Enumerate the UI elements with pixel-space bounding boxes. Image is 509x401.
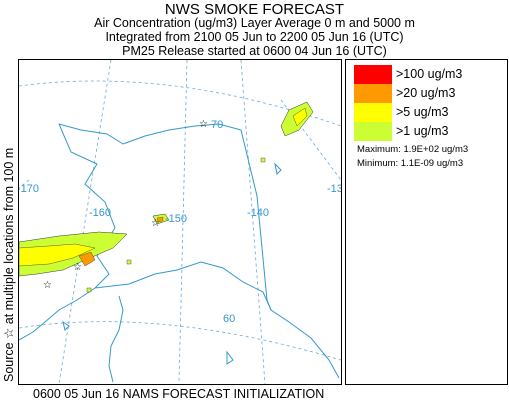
map-title: NWS SMOKE FORECAST: [164, 1, 345, 18]
plume-west-gt20: [78, 251, 96, 267]
legend-swatch: [354, 65, 392, 84]
lon-label-150: -150: [165, 213, 187, 225]
island-a: [274, 162, 282, 176]
meridian-170: [18, 179, 30, 189]
legend-item-gt20: >20 ug/m3: [354, 84, 504, 103]
lon-label-170: -170: [19, 183, 39, 195]
lon-label-160: -160: [89, 207, 111, 219]
star-icon: ☆: [199, 119, 208, 130]
north-coast: [58, 123, 242, 145]
meridian-160: [58, 59, 112, 385]
map-canvas: ☆ ☆ ☆ ☆ -170 -160 -150 -140 -130 70 60: [17, 59, 349, 385]
island-b: [226, 350, 234, 365]
legend-label: >100 ug/m3: [396, 67, 463, 81]
integration-period: Integrated from 2100 05 Jun to 2200 05 J…: [105, 30, 404, 44]
star-icon: ☆: [73, 262, 82, 273]
plume-small-c: [86, 287, 92, 293]
lat-label-60: 60: [223, 313, 235, 325]
plume-northeast-gt5: [292, 107, 308, 127]
west-coast: [58, 123, 116, 289]
latitude-line-60: [18, 321, 342, 361]
lat-label-70: 70: [211, 119, 223, 131]
meridian-150: [178, 59, 188, 385]
legend-label: >20 ug/m3: [396, 86, 456, 100]
legend-swatch: [354, 84, 392, 103]
source-markers: ☆ ☆ ☆ ☆: [43, 119, 208, 291]
smoke-map[interactable]: ☆ ☆ ☆ ☆ -170 -160 -150 -140 -130 70 60: [17, 59, 349, 385]
plume-small-a: [260, 157, 266, 163]
legend-swatch: [354, 103, 392, 122]
graticule-labels: -170 -160 -150 -140 -130 70 60: [17, 119, 349, 325]
legend-item-gt5: >5 ug/m3: [354, 103, 504, 122]
source-side-label: Source ☆ at multiple locations from 100 …: [0, 59, 18, 385]
lon-label-140: -140: [247, 207, 269, 219]
gulf-coast: [94, 261, 340, 379]
lon-label-130: -130: [327, 183, 341, 195]
island-c: [62, 320, 70, 331]
legend-swatch: [354, 122, 392, 141]
legend-label: >5 ug/m3: [396, 105, 449, 119]
plume-small-b: [126, 259, 132, 265]
meridian-140: [240, 59, 266, 385]
star-icon: ☆: [151, 218, 160, 229]
release-start: PM25 Release started at 0600 04 Jun 16 (…: [122, 44, 387, 58]
legend-item-gt100: >100 ug/m3: [354, 65, 504, 84]
kenai-coast: [108, 295, 124, 383]
smoke-plumes: [18, 101, 314, 293]
maximum-value: Maximum: 1.9E+02 ug/m3: [357, 144, 469, 155]
coastline: [18, 123, 340, 383]
plume-west-gt5: [18, 243, 96, 267]
concentration-subtitle: Air Concentration (ug/m3) Layer Average …: [94, 16, 415, 30]
alaska-peninsula: [18, 287, 96, 341]
plume-central-gt20: [156, 216, 164, 223]
legend-label: >1 ug/m3: [396, 124, 449, 138]
meridian-130: [280, 99, 342, 181]
legend-item-gt1: >1 ug/m3: [354, 122, 504, 141]
star-icon: ☆: [43, 280, 52, 291]
minimum-value: Minimum: 1.1E-09 ug/m3: [357, 158, 464, 169]
concentration-legend: >100 ug/m3 >20 ug/m3 >5 ug/m3 >1 ug/m3 M…: [345, 59, 508, 385]
forecast-initialization: 0600 05 Jun 16 NAMS FORECAST INITIALIZAT…: [33, 387, 325, 401]
graticule: [18, 59, 342, 385]
side-label-text: Source ☆ at multiple locations from 100 …: [2, 148, 16, 382]
